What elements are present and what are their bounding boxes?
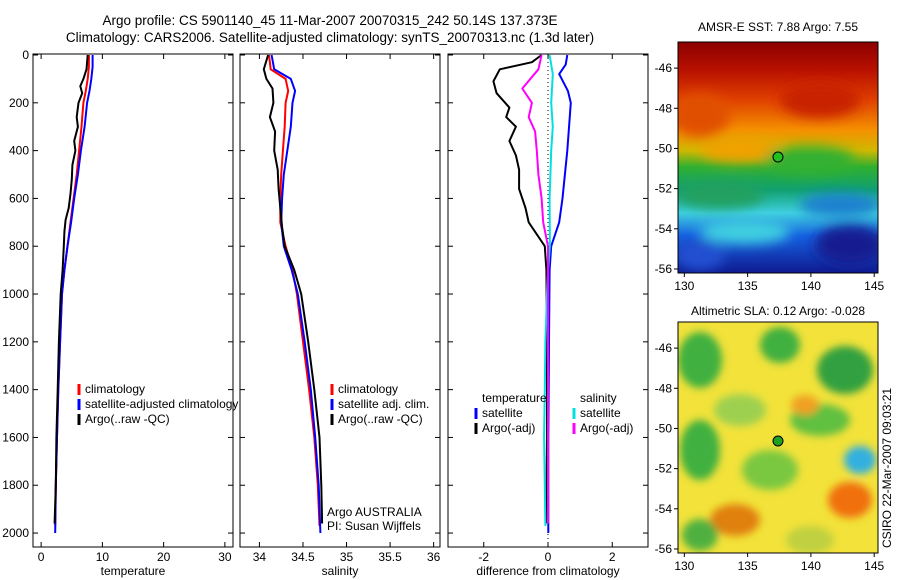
sst_map-lat-label: -56 xyxy=(655,262,673,276)
sla_map-lon-label: 135 xyxy=(738,559,758,573)
salinity-legend-label: Argo(..raw -QC) xyxy=(338,412,423,426)
sst_map-lat-label: -50 xyxy=(655,141,673,155)
salinity-annotation: PI: Susan Wijffels xyxy=(327,519,421,533)
salinity-xlabel: salinity xyxy=(322,564,359,578)
temperature-xtick-label: 0 xyxy=(38,550,45,564)
salinity-xtick-label: 34.5 xyxy=(291,550,315,564)
credit-text: CSIRO 22-Mar-2007 09:03:21 xyxy=(880,388,894,548)
sla-map xyxy=(677,321,879,554)
sla_map-lat-label: -48 xyxy=(655,381,673,395)
difference-legend-label: Argo(-adj) xyxy=(482,421,535,435)
temperature-panel: 0 10 20 30 0 200 400 600 800 1000 1200 1400 1600 1800… xyxy=(2,48,238,578)
temperature-xlabel: temperature xyxy=(101,564,166,578)
salinity-xtick-label: 35 xyxy=(340,550,354,564)
depth-tick-label: 1600 xyxy=(2,430,29,444)
depth-tick-label: 1800 xyxy=(2,478,29,492)
depth-tick-label: 2000 xyxy=(2,526,29,540)
temperature-legend-label: climatology xyxy=(85,382,145,396)
sla-map-title: Altimetric SLA: 0.12 Argo: -0.028 xyxy=(691,304,865,318)
sst_map-lat-label: -54 xyxy=(655,222,673,236)
sst_map-lon-label: 145 xyxy=(864,279,884,293)
sst-argo-marker xyxy=(772,151,784,163)
sla_map-lat-label: -56 xyxy=(655,542,673,556)
sla_map-axes: 130 135 140 145 -56 -54 -52 -50 -48 -46 xyxy=(655,341,885,573)
temperature-xtick-label: 10 xyxy=(96,550,110,564)
salinity-xtick-label: 36 xyxy=(427,550,441,564)
sla_map-lat-label: -50 xyxy=(655,421,673,435)
sst_map-lat-label: -46 xyxy=(655,61,673,75)
title-line-2: Climatology: CARS2006. Satellite-adjuste… xyxy=(65,30,595,45)
difference-series-argo-adj- xyxy=(521,54,549,524)
sla_map-lon-label: 140 xyxy=(801,559,821,573)
salinity-annotation: Argo AUSTRALIA xyxy=(327,505,422,519)
depth-tick-label: 800 xyxy=(9,239,29,253)
salinity-xtick-label: 35.5 xyxy=(378,550,402,564)
salinity-legend-label: satellite adj. clim. xyxy=(338,397,429,411)
sst-map-title: AMSR-E SST: 7.88 Argo: 7.55 xyxy=(698,20,858,34)
salinity-legend-label: climatology xyxy=(338,382,398,396)
difference-legend-label: Argo(-adj) xyxy=(580,421,633,435)
temperature-xtick-label: 20 xyxy=(157,550,171,564)
sla_map-lat-label: -52 xyxy=(655,462,673,476)
salinity-panel: 34 34.5 35 35.5 36 salinity climatologysatelli… xyxy=(239,53,441,578)
temperature-frame xyxy=(32,53,234,548)
depth-tick-label: 1000 xyxy=(2,287,29,301)
sla_map-lon-label: 145 xyxy=(864,559,884,573)
title-line-1: Argo profile: CS 5901140_45 11-Mar-2007 … xyxy=(102,13,558,28)
difference-legend-label: salinity xyxy=(580,391,617,405)
sla_map-lat-label: -46 xyxy=(655,341,673,355)
depth-tick-label: 600 xyxy=(9,191,29,205)
temperature-legend-label: Argo(..raw -QC) xyxy=(85,412,170,426)
sla_map-lon-label: 130 xyxy=(674,559,694,573)
salinity-series-satellite-adj-clim- xyxy=(270,54,322,534)
difference-xtick-label: 2 xyxy=(609,550,616,564)
difference-xtick-label: -2 xyxy=(478,550,489,564)
sst-map xyxy=(677,41,879,274)
depth-tick-label: 200 xyxy=(9,96,29,110)
difference-xlabel: difference from climatology xyxy=(476,564,619,578)
sla_map-lat-label: -54 xyxy=(655,502,673,516)
difference-legend-label: satellite xyxy=(482,406,523,420)
sst_map-lon-label: 130 xyxy=(674,279,694,293)
sst_map-lat-label: -48 xyxy=(655,101,673,115)
salinity-xtick-label: 34 xyxy=(253,550,267,564)
sla-argo-marker xyxy=(772,435,784,447)
temperature-xtick-label: 30 xyxy=(218,550,232,564)
sst_map-lon-label: 135 xyxy=(738,279,758,293)
difference-legend-label: satellite xyxy=(580,406,621,420)
salinity-series-climatology xyxy=(268,54,321,526)
salinity-series-argo-raw-qc- xyxy=(262,54,324,524)
temperature-series-argo-raw-qc- xyxy=(53,54,89,524)
temperature-legend-label: satellite-adjusted climatology xyxy=(85,397,238,411)
difference-series-argo-adj- xyxy=(492,54,548,524)
sst_map-axes: 130 135 140 145 -56 -54 -52 -50 -48 -46 xyxy=(655,61,885,293)
salinity-frame xyxy=(239,53,441,548)
depth-tick-label: 1400 xyxy=(2,383,29,397)
difference-series-temperature-satellite xyxy=(547,54,572,533)
difference-legend-label: temperature xyxy=(482,391,547,405)
sst_map-lat-label: -52 xyxy=(655,182,673,196)
sst_map-lon-label: 140 xyxy=(801,279,821,293)
depth-tick-label: 400 xyxy=(9,144,29,158)
depth-tick-label: 0 xyxy=(22,48,29,62)
depth-tick-label: 1200 xyxy=(2,335,29,349)
difference-xtick-label: 0 xyxy=(545,550,552,564)
